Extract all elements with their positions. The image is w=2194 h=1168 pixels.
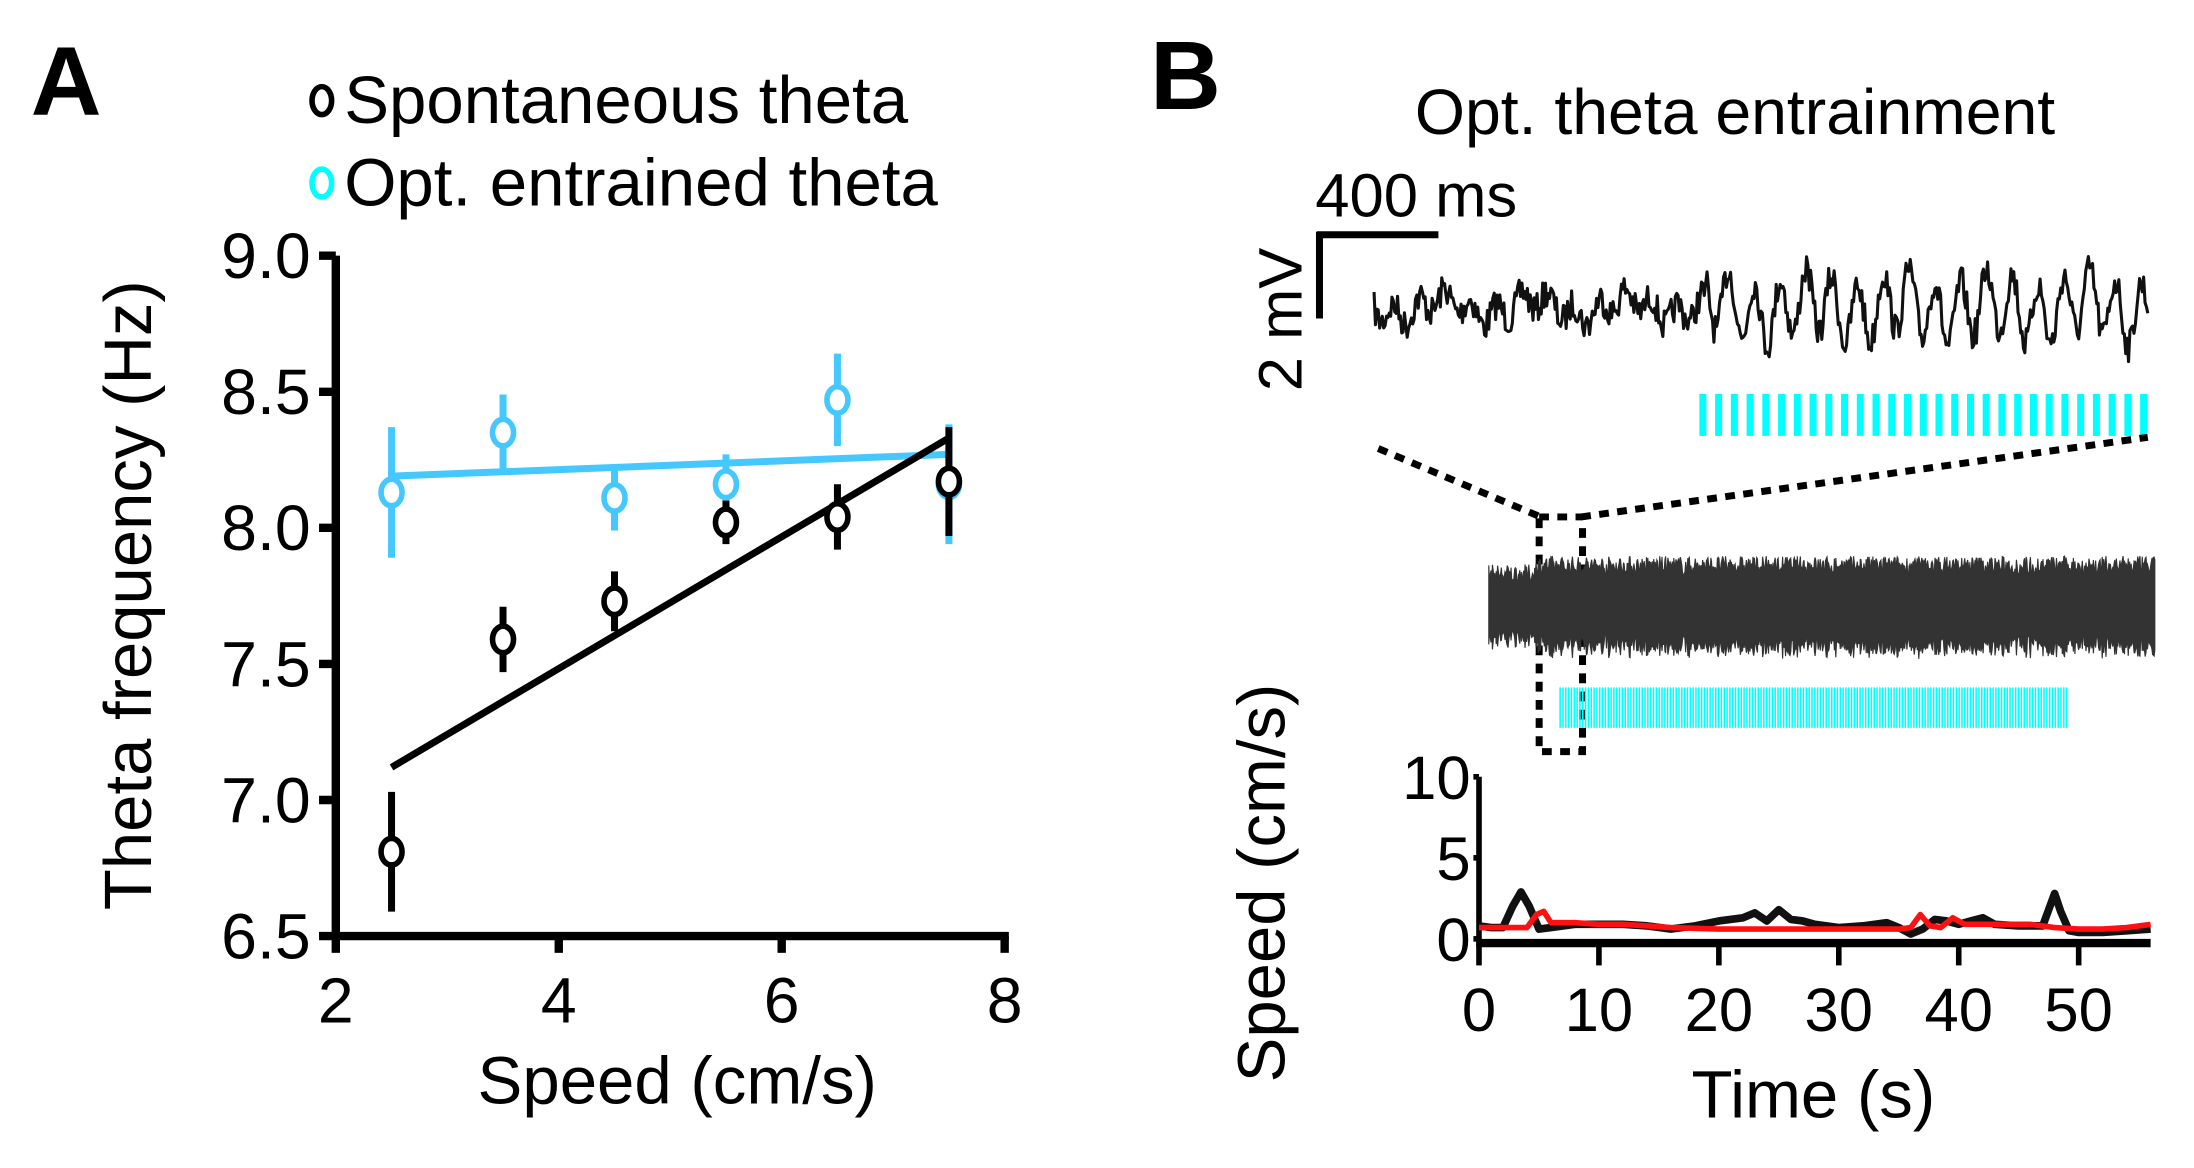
light-pulses-full	[1559, 687, 2068, 728]
legend-label-entrained: Opt. entrained theta	[344, 145, 938, 220]
panel-a-y-tick-label: 8.5	[221, 356, 310, 428]
light-pulse	[2092, 393, 2100, 436]
panel-b-x-axis-title: Time (s)	[1692, 1058, 1936, 1133]
panel-a-y-tick-label: 7.5	[221, 628, 310, 700]
panel-a-marks	[378, 353, 963, 912]
panel-b-x-tick-label: 0	[1462, 976, 1496, 1045]
panel-a-x-tick-label: 6	[764, 965, 800, 1037]
light-pulse	[1904, 393, 1912, 436]
data-point-entrained	[601, 481, 628, 514]
data-point-spontaneous	[824, 500, 851, 534]
legend-label-spontaneous: Spontaneous theta	[344, 63, 909, 138]
panel-b-speed-axes: 0 5 10 0 10 20 30 40 50	[1402, 744, 2151, 1045]
light-pulse	[1762, 393, 1770, 436]
legend: Spontaneous theta Opt. entrained theta	[309, 63, 939, 220]
panel-b-x-tick-label: 50	[2044, 976, 2112, 1045]
light-pulse	[1856, 393, 1864, 436]
data-point-entrained	[712, 468, 740, 501]
data-point-spontaneous	[712, 506, 740, 539]
panel-a-y-tick-label: 6.5	[221, 900, 310, 972]
light-pulse	[1778, 393, 1786, 436]
legend-item-entrained: Opt. entrained theta	[309, 145, 939, 220]
panel-b-y-axis-title: Speed (cm/s)	[1224, 684, 1299, 1083]
panel-a-letter: A	[31, 26, 102, 136]
light-pulse	[1919, 393, 1927, 436]
light-pulse	[2061, 393, 2069, 436]
data-point-entrained	[378, 476, 405, 509]
panel-b-x-tick-label: 20	[1685, 976, 1753, 1045]
light-pulse	[2108, 393, 2116, 436]
light-pulse	[1746, 393, 1754, 436]
zoom-connector-right	[1580, 433, 2149, 521]
light-pulse	[2029, 393, 2037, 436]
light-pulse	[2140, 393, 2148, 436]
panel-a-y-tick-label: 7.0	[221, 764, 310, 836]
panel-b-x-tick-label: 10	[1565, 976, 1633, 1045]
lfp-trace-full	[1488, 554, 2156, 659]
fit-line-entrained	[391, 450, 950, 480]
data-point-entrained	[824, 383, 851, 416]
panel-a-y-axis-title: Theta frequency (Hz)	[91, 280, 166, 910]
light-pulse	[1793, 393, 1801, 436]
panel-b-y-tick-label: 0	[1436, 906, 1470, 975]
panel-a-x-tick-label: 8	[987, 965, 1023, 1037]
panel-b-y-tick-label: 10	[1402, 744, 1470, 813]
panel-a-x-tick-label: 4	[541, 965, 577, 1037]
fit-line-spontaneous	[389, 435, 951, 771]
panel-a: A Spontaneous theta Opt. entrained theta…	[31, 26, 1023, 1119]
data-point-spontaneous	[489, 623, 517, 656]
light-pulse	[1998, 393, 2006, 436]
panel-b-title: Opt. theta entrainment	[1415, 76, 2055, 148]
light-pulse	[1841, 393, 1849, 436]
panel-b-x-tick-label: 30	[1805, 976, 1873, 1045]
data-point-spontaneous	[935, 465, 963, 498]
panel-b-speed-lines	[1478, 888, 2151, 938]
legend-marker-entrained	[309, 166, 335, 200]
lfp-trace-zoomed	[1372, 254, 2150, 364]
light-pulse	[1872, 393, 1880, 436]
light-pulse	[1730, 393, 1738, 436]
light-pulse	[1982, 393, 1990, 436]
zoom-connector-left	[1376, 445, 1542, 521]
light-pulse	[2014, 393, 2022, 436]
panel-b-letter: B	[1150, 20, 1221, 130]
light-pulse	[1888, 393, 1896, 436]
scale-bar: 400 ms 2 mV	[1246, 162, 1517, 392]
panel-a-x-axis-title: Speed (cm/s)	[478, 1044, 877, 1119]
light-pulse	[1825, 393, 1833, 436]
light-pulse	[1699, 393, 1707, 436]
panel-a-y-tick-label: 8.0	[221, 492, 310, 564]
panel-b-x-tick-label: 40	[1924, 976, 1992, 1045]
light-pulses-zoomed	[1699, 393, 2148, 436]
data-point-spontaneous	[601, 585, 628, 618]
panel-a-y-tick-label: 9.0	[221, 220, 310, 292]
panel-a-x-tick-label: 2	[318, 965, 354, 1037]
data-point-spontaneous	[378, 835, 405, 868]
panel-b-y-tick-label: 5	[1436, 825, 1470, 894]
scale-bar-voltage-label: 2 mV	[1246, 248, 1315, 391]
light-pulse	[1935, 393, 1943, 436]
light-pulse	[1951, 393, 1959, 436]
light-pulse	[2124, 393, 2132, 436]
light-pulse	[1715, 393, 1723, 436]
legend-item-spontaneous: Spontaneous theta	[309, 63, 909, 138]
light-pulse	[1809, 393, 1817, 436]
light-pulse	[2045, 393, 2053, 436]
light-pulse	[2077, 393, 2085, 436]
speed-line-entrained	[1478, 908, 2151, 932]
panel-b: B Opt. theta entrainment 400 ms 2 mV 0 5 1…	[1150, 20, 2156, 1133]
data-point-entrained	[489, 416, 517, 449]
legend-marker-spontaneous	[309, 83, 335, 118]
scale-bar-time-label: 400 ms	[1315, 162, 1517, 231]
light-pulse	[1966, 393, 1974, 436]
panel-a-axes: 6.5 7.0 7.5 8.0 8.5 9.0 2 4 6 8	[221, 220, 1022, 1037]
